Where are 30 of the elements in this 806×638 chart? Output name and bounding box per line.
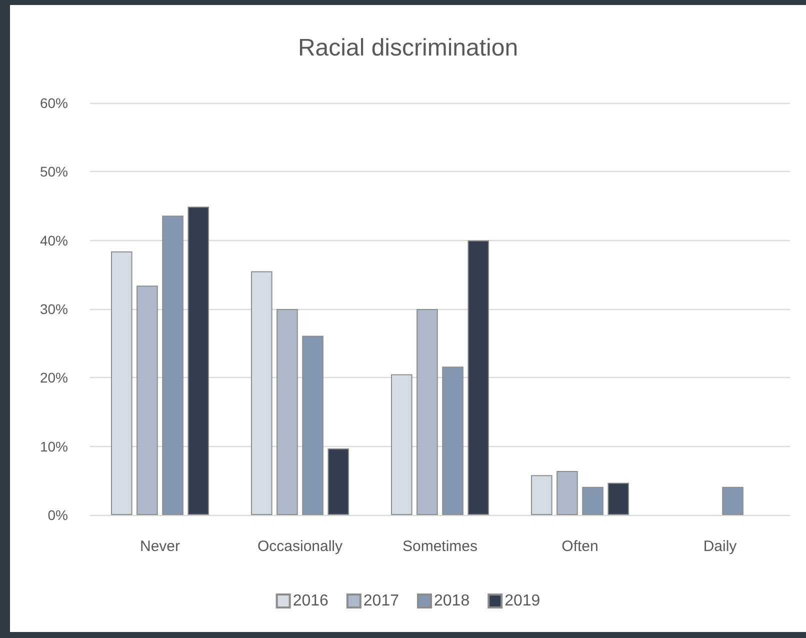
y-tick-label: 30% [40, 301, 68, 317]
y-tick-label: 40% [40, 232, 68, 248]
bar [582, 486, 604, 515]
y-tick-label: 60% [40, 95, 68, 111]
y-tick-label: 50% [40, 164, 68, 180]
y-tick-label: 0% [48, 507, 68, 523]
x-tick-label: Never [140, 538, 180, 555]
bar [608, 482, 629, 515]
bar [136, 286, 158, 515]
bar [162, 216, 184, 515]
x-tick-label: Daily [703, 538, 738, 555]
legend-label: 2018 [434, 592, 470, 610]
legend-label: 2017 [363, 592, 400, 610]
x-tick-label: Occasionally [257, 538, 344, 555]
bar [722, 486, 744, 515]
x-tick-label: Often [562, 538, 598, 555]
y-tick-label: 20% [40, 370, 68, 386]
bar [416, 309, 438, 515]
bar [328, 448, 349, 515]
bar [276, 309, 298, 515]
bar [188, 206, 209, 515]
legend-label: 2016 [292, 592, 329, 610]
chart-title: Racial discrimination [298, 34, 518, 62]
bar [302, 336, 324, 515]
legend-label: 2019 [504, 592, 540, 610]
bar [556, 471, 578, 515]
bar [442, 366, 464, 515]
bar [468, 240, 489, 515]
y-tick-label: 10% [40, 438, 68, 454]
x-tick-label: Sometimes [402, 538, 478, 555]
